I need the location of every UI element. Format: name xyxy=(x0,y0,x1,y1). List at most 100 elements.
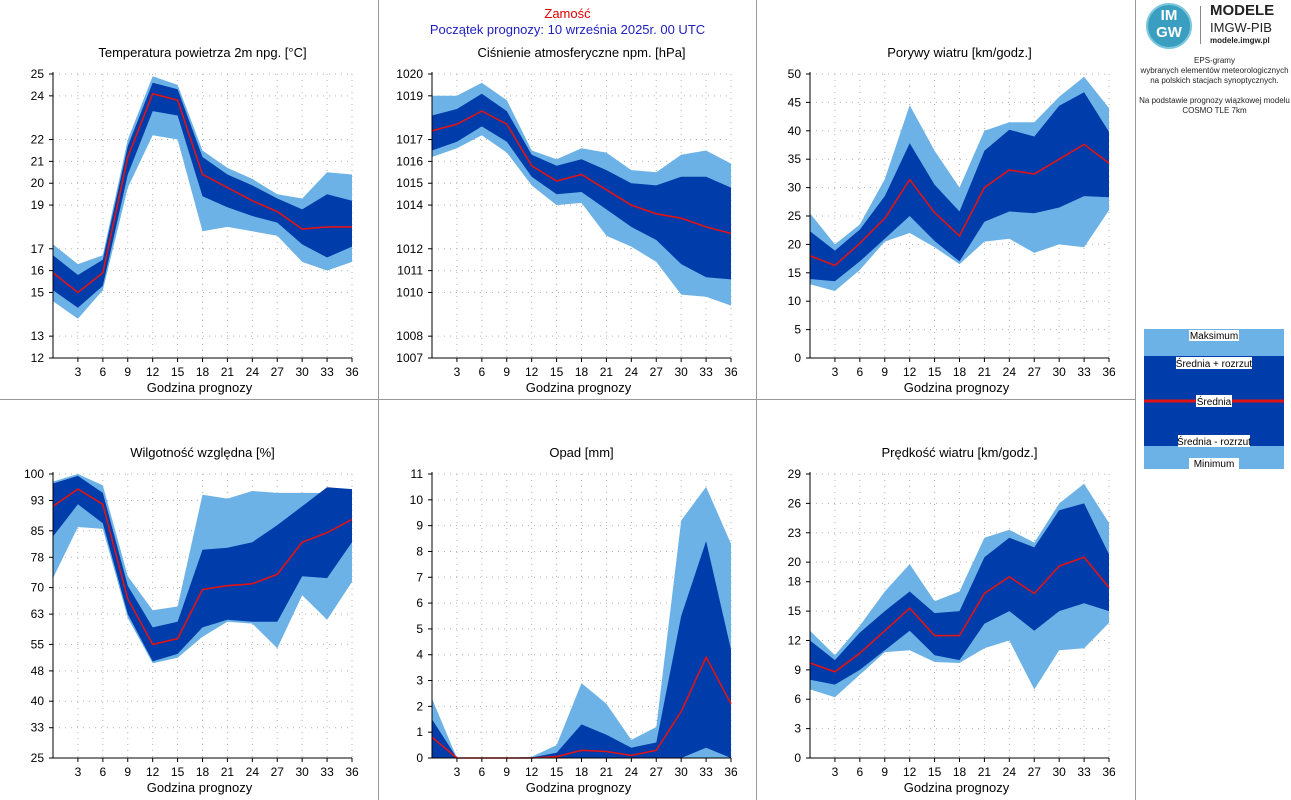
legend-range-bottom xyxy=(1144,446,1284,469)
y-tick-label: 15 xyxy=(788,266,802,280)
y-tick-label: 0 xyxy=(794,751,801,765)
x-tick-label: 24 xyxy=(1003,365,1017,379)
y-tick-label: 1011 xyxy=(397,264,423,278)
y-tick-label: 1010 xyxy=(396,285,423,299)
x-tick-label: 15 xyxy=(550,765,564,779)
legend: Maksimum Średnia + rozrzut Średnia Średn… xyxy=(1144,329,1284,469)
chart-title: Prędkość wiatru [km/godz.] xyxy=(881,445,1037,460)
y-tick-label: 2 xyxy=(416,699,423,713)
y-tick-label: 20 xyxy=(31,176,45,190)
y-tick-label: 40 xyxy=(31,694,45,708)
x-tick-label: 33 xyxy=(1077,765,1091,779)
x-tick-label: 33 xyxy=(699,765,713,779)
y-tick-label: 1007 xyxy=(396,351,423,365)
y-tick-label: 6 xyxy=(794,692,801,706)
y-tick-label: 63 xyxy=(31,607,45,621)
y-tick-label: 1020 xyxy=(396,67,423,81)
mean-line xyxy=(809,556,1110,673)
x-tick-label: 9 xyxy=(124,365,131,379)
y-tick-label: 12 xyxy=(788,633,802,647)
y-tick-label: 1008 xyxy=(396,329,423,343)
x-tick-label: 12 xyxy=(903,365,917,379)
y-tick-label: 18 xyxy=(788,575,802,589)
x-tick-label: 30 xyxy=(1052,765,1066,779)
y-tick-label: 1 xyxy=(416,725,423,739)
chart-pressure: 1007 1008 1010 1011 1012 1014 1015 1016 1017 1019… xyxy=(396,45,738,395)
brand-url[interactable]: modele.imgw.pl xyxy=(1210,36,1270,45)
y-tick-label: 5 xyxy=(794,323,801,337)
x-tick-label: 33 xyxy=(1077,365,1091,379)
legend-mean-plus-label: Średnia + rozrzut xyxy=(1176,357,1253,370)
x-tick-label: 12 xyxy=(903,765,917,779)
y-tick-label: 8 xyxy=(416,544,423,558)
description: EPS-gramy wybranych elementów meteorolog… xyxy=(1138,56,1291,116)
y-tick-label: 100 xyxy=(24,467,44,481)
x-tick-label: 9 xyxy=(503,365,510,379)
y-tick-label: 19 xyxy=(31,198,45,212)
x-tick-label: 3 xyxy=(832,365,839,379)
y-tick-label: 7 xyxy=(416,570,423,584)
y-tick-label: 9 xyxy=(794,663,801,677)
mean-line xyxy=(431,110,732,235)
x-tick-label: 27 xyxy=(1028,765,1042,779)
x-tick-label: 36 xyxy=(345,765,359,779)
logo-emblem-icon xyxy=(1146,3,1192,49)
description-line: COSMO TLE 7km xyxy=(1182,106,1247,115)
x-tick-label: 36 xyxy=(724,365,738,379)
y-tick-label: 78 xyxy=(31,550,45,564)
y-tick-label: 1017 xyxy=(396,133,423,147)
y-tick-label: 48 xyxy=(31,664,45,678)
x-tick-label: 30 xyxy=(295,765,309,779)
x-tick-label: 6 xyxy=(99,765,106,779)
x-tick-label: 3 xyxy=(832,765,839,779)
y-tick-label: 5 xyxy=(416,622,423,636)
x-tick-label: 18 xyxy=(196,765,210,779)
x-axis-label: Godzina prognozy xyxy=(147,380,253,395)
x-tick-label: 3 xyxy=(75,365,82,379)
chart-title: Temperatura powietrza 2m npg. [°C] xyxy=(98,45,306,60)
y-tick-label: 21 xyxy=(31,154,45,168)
x-tick-label: 15 xyxy=(928,765,942,779)
x-tick-label: 21 xyxy=(221,365,235,379)
y-tick-label: 20 xyxy=(788,555,802,569)
y-tick-label: 30 xyxy=(788,181,802,195)
y-tick-label: 26 xyxy=(788,496,802,510)
x-tick-label: 12 xyxy=(525,365,539,379)
legend-mean-minus-label: Średnia - rozrzut xyxy=(1177,435,1251,448)
y-tick-label: 20 xyxy=(788,237,802,251)
x-tick-label: 3 xyxy=(75,765,82,779)
y-tick-label: 1015 xyxy=(396,176,423,190)
y-tick-label: 3 xyxy=(794,722,801,736)
x-tick-label: 15 xyxy=(171,365,185,379)
x-tick-label: 9 xyxy=(124,765,131,779)
y-tick-label: 85 xyxy=(31,524,45,538)
x-tick-label: 18 xyxy=(575,365,589,379)
x-tick-label: 27 xyxy=(650,365,664,379)
legend-mean-label: Średnia xyxy=(1197,395,1232,408)
y-tick-label: 1019 xyxy=(396,89,423,103)
spread-band xyxy=(432,93,731,280)
y-tick-label: 15 xyxy=(788,604,802,618)
y-tick-label: 9 xyxy=(416,519,423,533)
y-tick-label: 1012 xyxy=(396,242,423,256)
x-tick-label: 27 xyxy=(271,365,285,379)
x-tick-label: 18 xyxy=(953,365,967,379)
logo-divider xyxy=(1200,6,1201,44)
y-tick-label: 10 xyxy=(788,294,802,308)
description-line: Na podstawie prognozy wiązkowej modelu xyxy=(1139,96,1290,105)
logo-text-bottom: GW xyxy=(1156,24,1182,41)
y-tick-label: 40 xyxy=(788,124,802,138)
chart-title: Ciśnienie atmosferyczne npm. [hPa] xyxy=(477,45,685,60)
x-tick-label: 9 xyxy=(881,765,888,779)
y-tick-label: 93 xyxy=(31,494,45,508)
x-tick-label: 24 xyxy=(625,765,639,779)
x-tick-label: 21 xyxy=(978,365,992,379)
description-line: wybranych elementów meteorologicznych xyxy=(1140,66,1289,75)
x-tick-label: 15 xyxy=(171,765,185,779)
x-axis-label: Godzina prognozy xyxy=(904,380,1010,395)
x-tick-label: 18 xyxy=(953,765,967,779)
